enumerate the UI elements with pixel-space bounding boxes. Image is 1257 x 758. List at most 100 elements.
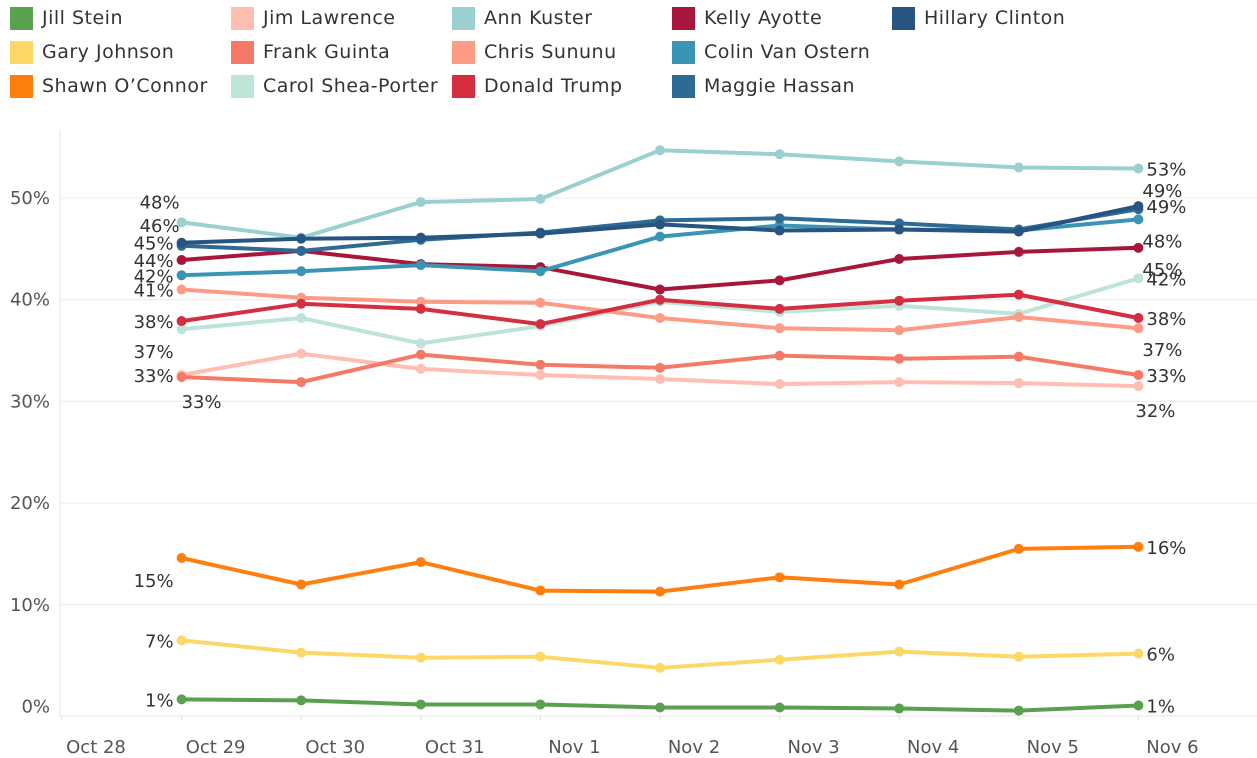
series-jill-stein: 1% 1% <box>145 690 1175 717</box>
data-label: 49% <box>1142 181 1182 202</box>
legend-item-ann-kuster[interactable]: Ann Kuster <box>452 3 593 33</box>
data-point <box>415 557 426 568</box>
legend-label: Kelly Ayotte <box>704 7 823 29</box>
data-point <box>774 702 785 713</box>
data-point <box>1133 273 1144 284</box>
legend-label: Carol Shea-Porter <box>263 75 439 97</box>
y-tick-label: 30% <box>10 391 50 412</box>
legend-label: Ann Kuster <box>484 7 593 29</box>
legend-label: Jim Lawrence <box>263 7 396 29</box>
legend-item-chris-sununu[interactable]: Chris Sununu <box>452 37 617 67</box>
data-point <box>1133 214 1144 225</box>
data-point <box>1133 323 1144 334</box>
data-point <box>1133 313 1144 324</box>
data-point <box>415 338 426 349</box>
x-tick-label: Oct 30 <box>305 737 365 758</box>
data-point <box>535 319 546 330</box>
legend-label: Maggie Hassan <box>704 75 856 97</box>
legend-label: Frank Guinta <box>263 41 391 63</box>
data-point <box>1133 381 1144 392</box>
data-point <box>1013 351 1024 362</box>
x-tick-label: Nov 2 <box>668 737 720 758</box>
data-label: 32% <box>1135 401 1175 422</box>
data-point <box>415 197 426 208</box>
legend-swatch <box>10 40 33 64</box>
data-label: 45% <box>134 234 174 255</box>
data-point <box>894 295 905 306</box>
data-point <box>535 228 546 239</box>
data-point <box>176 255 187 266</box>
data-point <box>296 647 307 658</box>
data-point <box>655 662 665 673</box>
y-tick-label: 40% <box>10 290 50 311</box>
legend-item-maggie-hassan[interactable]: Maggie Hassan <box>672 71 855 101</box>
data-point <box>655 294 665 305</box>
legend-label: Hillary Clinton <box>924 7 1066 29</box>
legend-item-colin-van-ostern[interactable]: Colin Van Ostern <box>672 37 870 67</box>
x-tick-label: Oct 31 <box>425 737 485 758</box>
y-tick-label: 50% <box>10 188 50 209</box>
data-point <box>894 254 905 265</box>
data-point <box>894 353 905 364</box>
legend-item-carol-shea-porter[interactable]: Carol Shea-Porter <box>231 71 438 101</box>
data-label: 16% <box>1146 538 1186 559</box>
data-point <box>176 694 187 705</box>
data-label: 15% <box>134 571 174 592</box>
data-point <box>415 296 426 307</box>
data-point <box>296 695 307 706</box>
legend-item-donald-trump[interactable]: Donald Trump <box>452 71 623 101</box>
data-point <box>1013 162 1024 173</box>
data-label: 42% <box>1146 269 1186 290</box>
data-point <box>655 313 665 324</box>
data-point <box>655 231 665 242</box>
data-point <box>415 652 426 663</box>
data-label: 33% <box>182 392 222 413</box>
data-point <box>1013 246 1024 257</box>
legend-swatch <box>231 74 254 98</box>
data-point <box>296 377 307 388</box>
x-tick-label: Oct 29 <box>186 737 246 758</box>
data-point <box>535 297 546 308</box>
data-point <box>296 298 307 309</box>
legend-swatch <box>672 74 695 98</box>
legend-item-gary-johnson[interactable]: Gary Johnson <box>10 37 174 67</box>
data-point <box>535 194 546 205</box>
legend-item-jim-lawrence[interactable]: Jim Lawrence <box>231 3 395 33</box>
data-point <box>774 225 785 236</box>
data-point <box>1133 163 1144 174</box>
x-tick-label: Nov 4 <box>907 737 959 758</box>
legend-label: Donald Trump <box>484 75 623 97</box>
legend-swatch <box>231 6 254 30</box>
legend-item-frank-guinta[interactable]: Frank Guinta <box>231 37 390 67</box>
legend-swatch <box>452 74 475 98</box>
data-point <box>774 213 785 224</box>
data-point <box>774 379 785 390</box>
data-point <box>774 275 785 286</box>
y-tick-label: 20% <box>10 493 50 514</box>
data-point <box>655 284 665 295</box>
data-point <box>774 350 785 361</box>
legend-item-shawn-oconnor[interactable]: Shawn O’Connor <box>10 71 208 101</box>
data-point <box>774 149 785 160</box>
data-label: 37% <box>1142 340 1182 361</box>
legend-item-hillary-clinton[interactable]: Hillary Clinton <box>892 3 1065 33</box>
data-point <box>176 371 187 382</box>
data-label: 1% <box>1146 696 1175 717</box>
data-point <box>1013 311 1024 322</box>
data-point <box>1133 700 1144 711</box>
data-point <box>415 303 426 314</box>
legend-swatch <box>452 6 475 30</box>
data-label: 33% <box>134 366 174 387</box>
legend-swatch <box>10 6 33 30</box>
legend-item-jill-stein[interactable]: Jill Stein <box>10 3 123 33</box>
data-label: 38% <box>134 312 174 333</box>
data-point <box>176 284 187 295</box>
data-point <box>535 699 546 710</box>
data-point <box>1013 543 1024 554</box>
data-point <box>1133 242 1144 253</box>
y-tick-label: 0% <box>21 697 50 718</box>
legend-item-kelly-ayotte[interactable]: Kelly Ayotte <box>672 3 822 33</box>
data-point <box>894 703 905 714</box>
series-kelly-ayotte: 44% 45% <box>134 242 1182 295</box>
